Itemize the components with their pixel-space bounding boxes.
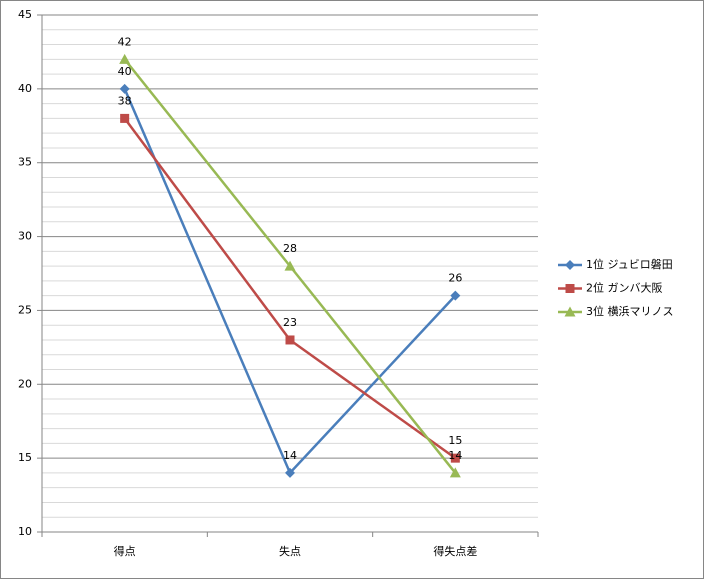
legend-label: 3位 横浜マリノス	[586, 304, 674, 318]
legend-label: 2位 ガンバ大阪	[586, 281, 663, 295]
marker	[285, 335, 295, 345]
data-label: 14	[448, 449, 462, 462]
marker	[565, 260, 575, 270]
y-tick-label: 45	[18, 8, 32, 21]
data-label: 28	[283, 242, 297, 255]
legend-label: 1位 ジュビロ磐田	[586, 257, 673, 271]
y-tick-label: 30	[18, 230, 32, 243]
x-tick-label: 失点	[279, 545, 301, 558]
x-tick-label: 得失点差	[433, 544, 477, 558]
marker	[450, 290, 461, 301]
y-tick-label: 40	[18, 82, 32, 95]
y-tick-label: 35	[18, 156, 32, 169]
data-label: 42	[118, 35, 132, 48]
data-label: 38	[118, 94, 132, 107]
y-tick-label: 10	[18, 525, 32, 538]
data-label: 26	[448, 272, 462, 285]
marker	[564, 306, 576, 317]
data-label: 15	[448, 434, 462, 447]
marker	[449, 467, 461, 478]
y-tick-label: 20	[18, 377, 32, 390]
marker	[120, 113, 130, 123]
data-label: 23	[283, 316, 297, 329]
x-tick-label: 得点	[114, 545, 136, 558]
marker	[119, 83, 130, 94]
marker	[450, 453, 460, 463]
y-tick-label: 25	[18, 303, 32, 316]
marker	[119, 53, 131, 64]
y-tick-label: 15	[18, 451, 32, 464]
marker	[565, 284, 575, 293]
marker	[284, 260, 296, 271]
marker	[285, 467, 295, 478]
data-label: 40	[118, 65, 132, 78]
data-label: 14	[283, 449, 297, 462]
